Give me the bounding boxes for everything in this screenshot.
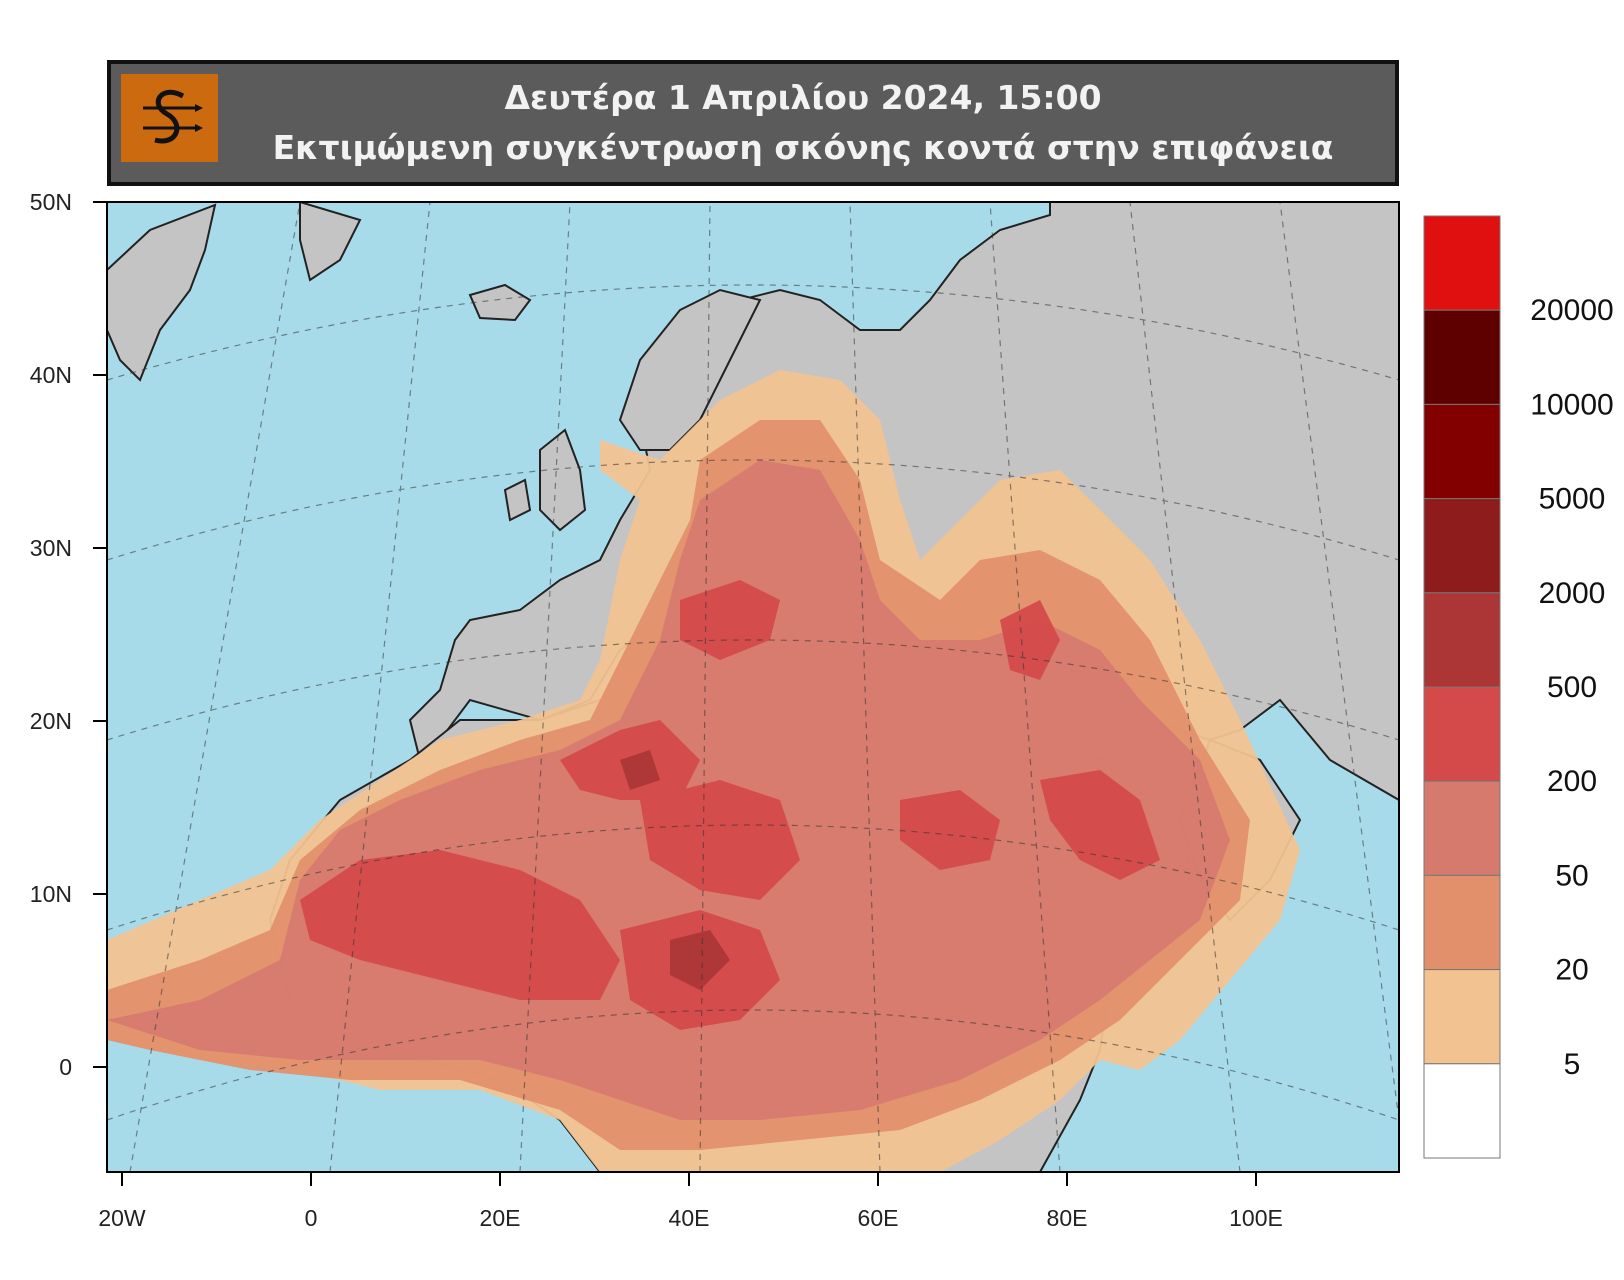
lat-label: 10N	[30, 881, 72, 907]
legend-threshold-label: 5000	[1539, 483, 1606, 516]
legend-threshold-label: 5	[1564, 1048, 1581, 1081]
legend-swatch	[1423, 309, 1501, 405]
legend-swatch	[1423, 592, 1501, 688]
lon-label: 60E	[858, 1205, 899, 1231]
lon-label: 100E	[1229, 1205, 1283, 1231]
legend-swatch	[1423, 403, 1501, 500]
lat-label: 30N	[30, 535, 72, 561]
lat-label: 40N	[30, 362, 72, 388]
title-banner: Δευτέρα 1 Απριλίου 2024, 15:00 Εκτιμώμεν…	[107, 60, 1399, 186]
legend-swatch	[1423, 780, 1501, 876]
lon-label: 40E	[669, 1205, 710, 1231]
legend-swatch	[1423, 1063, 1501, 1159]
legend-threshold-label: 2000	[1539, 577, 1606, 610]
legend-swatch	[1423, 969, 1501, 1065]
legend-threshold-label: 500	[1547, 671, 1597, 704]
legend-swatch	[1423, 498, 1501, 594]
legend-threshold-label: 20	[1555, 954, 1588, 987]
legend-swatch	[1423, 686, 1501, 782]
lat-label: 0	[59, 1054, 72, 1080]
graticule	[107, 202, 1399, 1172]
longitude-labels: 20W 0 20E 40E 60E 80E 100E	[98, 1205, 1283, 1231]
legend-threshold-label: 50	[1555, 859, 1588, 892]
title-date: Δευτέρα 1 Απριλίου 2024, 15:00	[504, 78, 1102, 117]
lat-label: 20N	[30, 708, 72, 734]
dust-field	[107, 370, 1300, 1172]
legend-threshold-label: 200	[1547, 765, 1597, 798]
lat-label: 50N	[30, 189, 72, 215]
lon-label: 20E	[480, 1205, 521, 1231]
title-subtitle: Εκτιμώμενη συγκέντρωση σκόνης κοντά στην…	[272, 128, 1334, 167]
lon-label: 20W	[98, 1205, 146, 1231]
legend-swatch	[1423, 215, 1501, 311]
legend-swatch	[1423, 874, 1501, 971]
axis-ticks	[93, 201, 1257, 1186]
lon-label: 80E	[1047, 1205, 1088, 1231]
legend-threshold-label: 20000	[1530, 294, 1613, 327]
color-legend: 20000 10000 5000 2000 500 200 50 20 5	[1423, 215, 1614, 1159]
latitude-labels: 50N 40N 30N 20N 10N 0	[30, 189, 72, 1080]
legend-threshold-label: 10000	[1530, 388, 1613, 421]
map-frame	[106, 201, 1400, 1173]
lon-label: 0	[305, 1205, 318, 1231]
weather-swirl-logo-icon	[121, 74, 218, 162]
